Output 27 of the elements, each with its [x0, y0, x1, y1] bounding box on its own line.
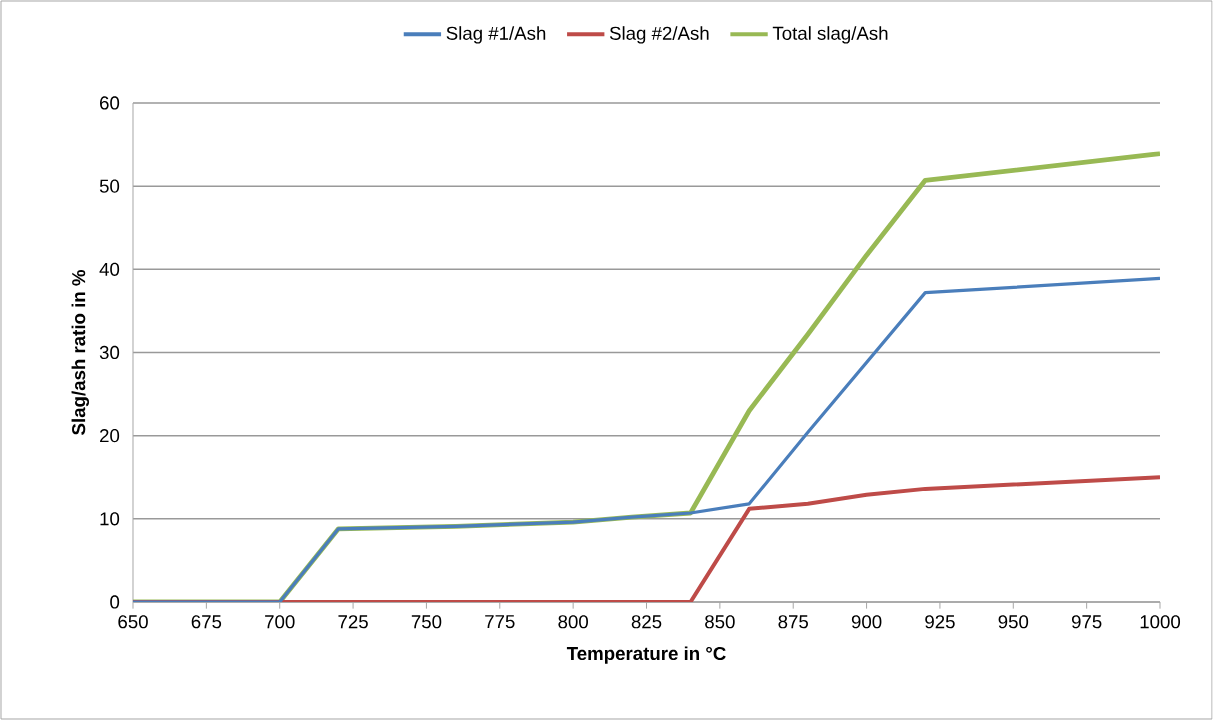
x-tick-label: 850	[705, 615, 735, 629]
x-tick-label: 925	[925, 615, 955, 629]
x-tick-label: 700	[265, 615, 295, 629]
y-axis-title: Slag/ash ratio in %	[71, 270, 90, 435]
y-tick-label: 60	[100, 96, 120, 110]
x-tick-label: 775	[485, 615, 515, 629]
x-tick-label: 725	[338, 615, 368, 629]
x-tick-label: 975	[1071, 615, 1102, 629]
x-tick-label: 900	[851, 615, 882, 629]
legend-label: Slag #2/Ash	[609, 26, 709, 44]
x-tick-label: 750	[411, 615, 442, 629]
legend-label: Slag #1/Ash	[446, 26, 546, 44]
y-tick-label: 10	[100, 512, 120, 526]
x-tick-label: 800	[558, 615, 588, 629]
x-tick-label: 875	[778, 615, 808, 629]
y-tick-label: 50	[99, 179, 120, 193]
y-tick-label: 40	[99, 262, 120, 276]
x-tick-label: 1000	[1140, 615, 1181, 629]
y-tick-label: 20	[100, 429, 120, 443]
y-tick-label: 30	[99, 345, 120, 360]
x-tick-label: 675	[191, 615, 222, 629]
x-tick-label: 650	[118, 615, 148, 629]
x-tick-label: 950	[998, 615, 1029, 629]
x-tick-label: 825	[631, 615, 662, 629]
y-tick-label: 0	[110, 595, 120, 609]
x-axis-title: Temperature in °C	[566, 646, 726, 664]
legend-label: Total slag/Ash	[772, 26, 888, 44]
